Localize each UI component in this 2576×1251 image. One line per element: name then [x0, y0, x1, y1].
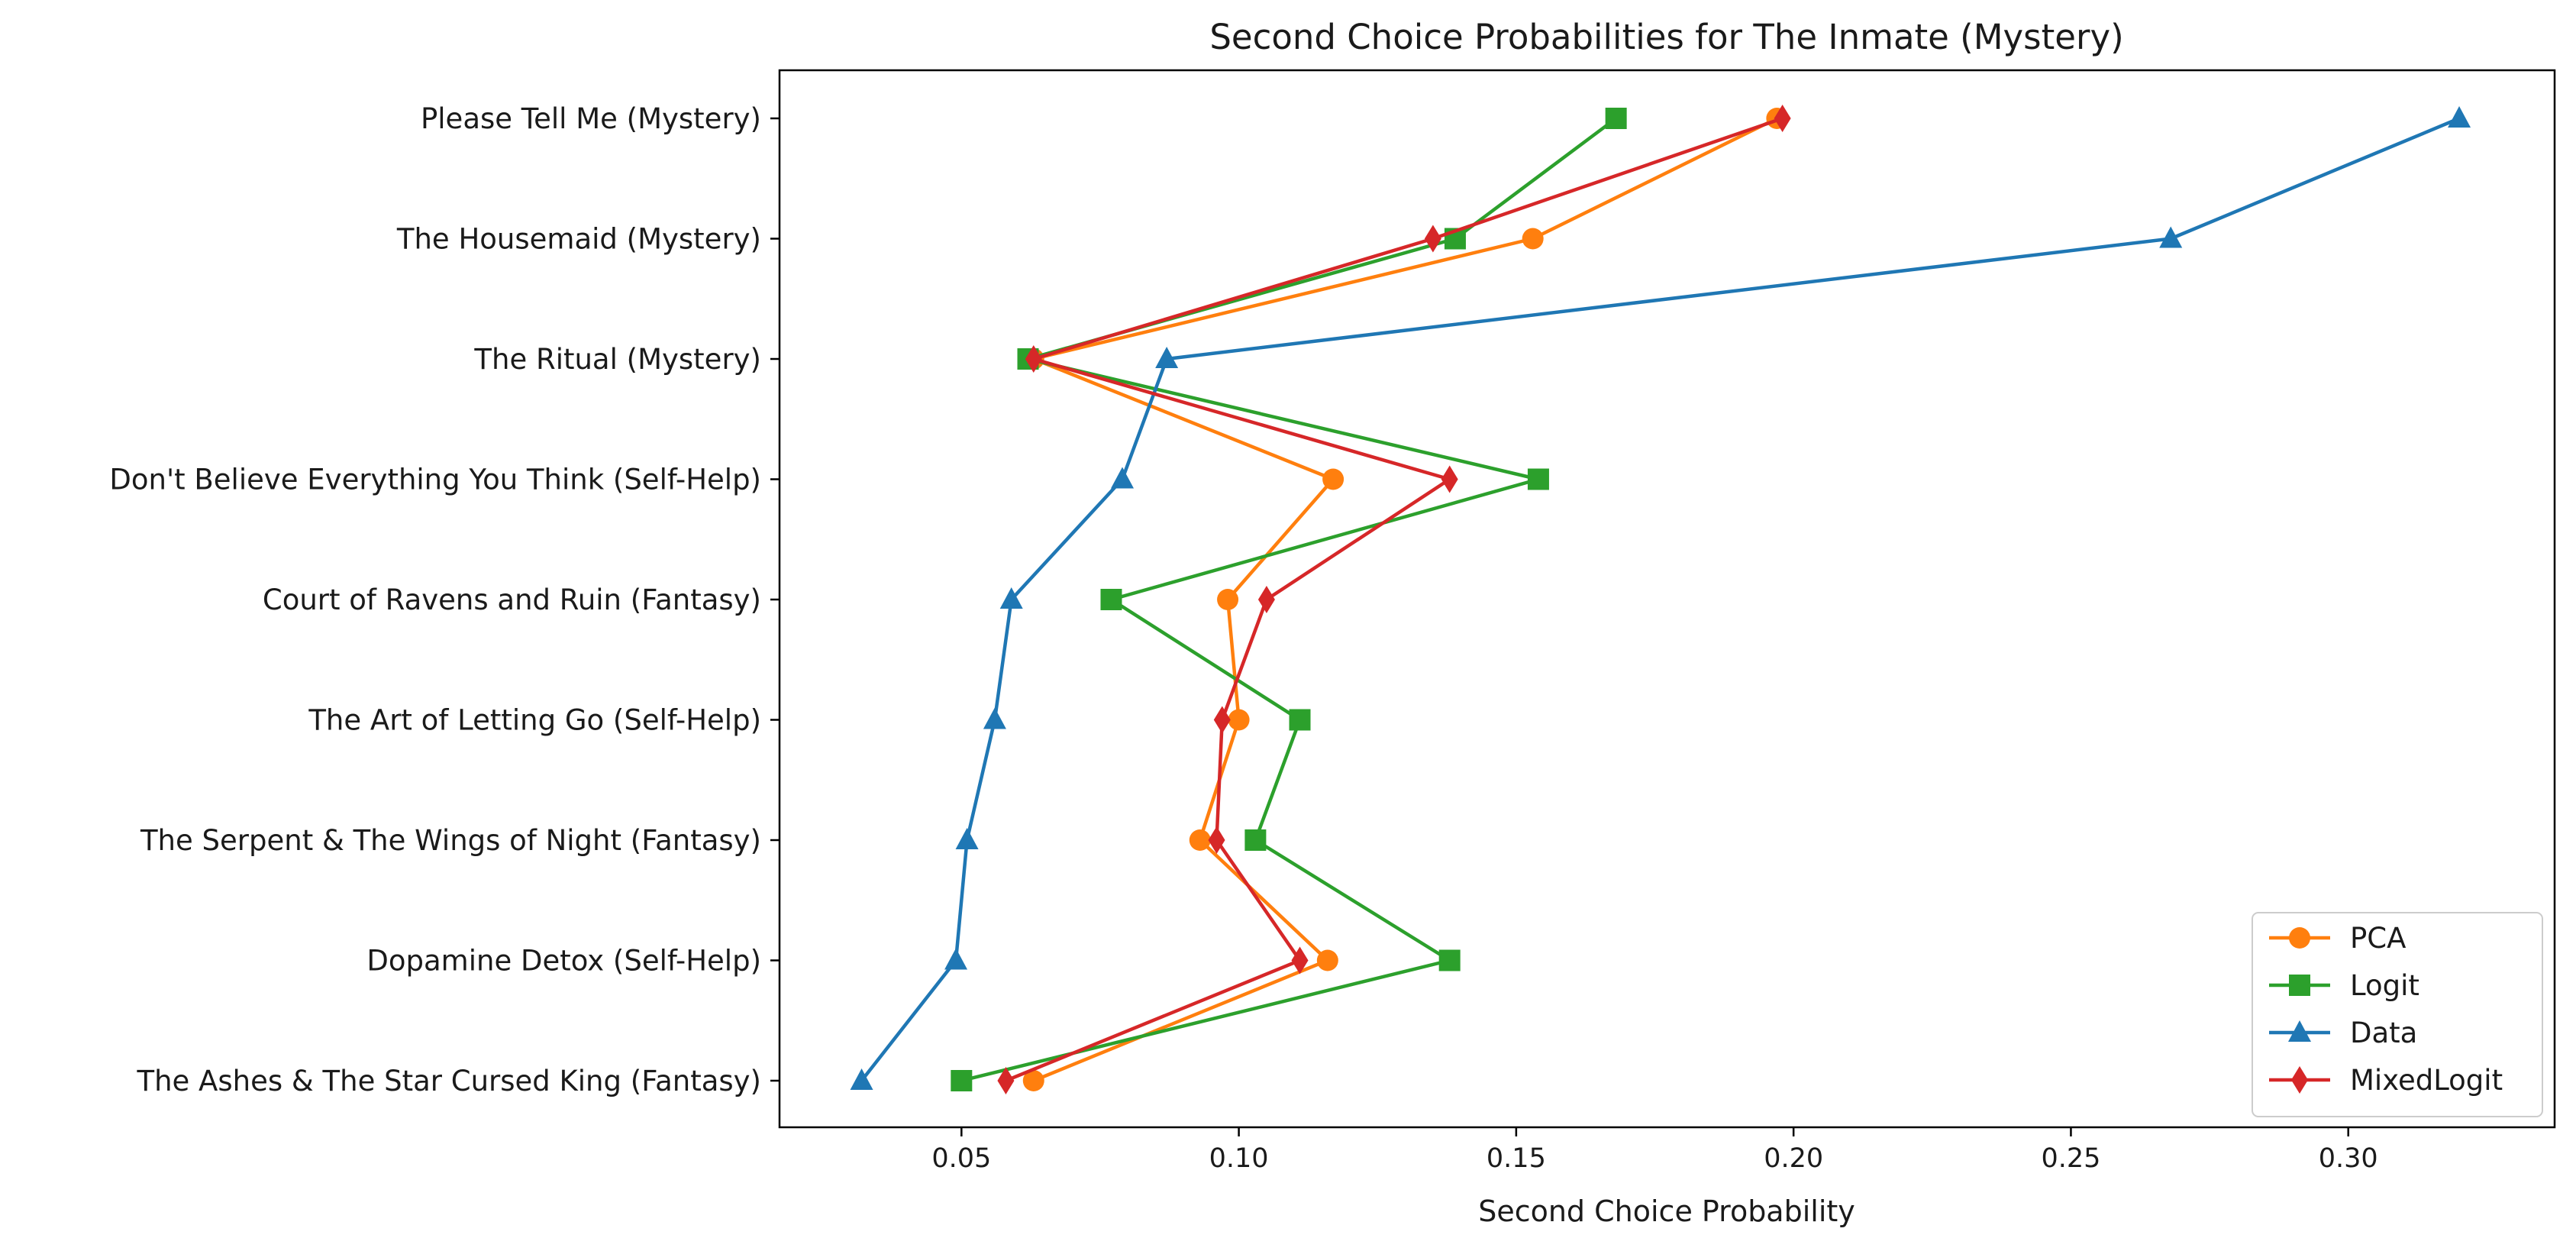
data-point — [1213, 706, 1231, 734]
data-point — [1438, 949, 1461, 971]
y-tick-label: Please Tell Me (Mystery) — [421, 102, 761, 135]
y-tick-label: Dopamine Detox (Self-Help) — [366, 945, 761, 978]
legend-marker — [2288, 1020, 2311, 1042]
data-point — [1111, 467, 1135, 489]
legend-label: PCA — [2350, 922, 2406, 955]
data-point — [1774, 105, 1791, 132]
series-mixedlogit — [997, 105, 1791, 1094]
y-tick-label: The Ashes & The Star Cursed King (Fantas… — [136, 1065, 761, 1097]
data-point — [1189, 829, 1211, 851]
data-point — [1527, 468, 1549, 490]
legend-label: Logit — [2350, 969, 2419, 1002]
y-axis-ticks: Please Tell Me (Mystery) The Housemaid (M… — [109, 102, 780, 1097]
data-point — [1244, 829, 1267, 851]
data-point — [1289, 709, 1311, 731]
data-point — [983, 707, 1006, 729]
legend-marker — [2291, 1066, 2308, 1094]
data-point — [2159, 226, 2183, 248]
y-tick-label: The Ritual (Mystery) — [473, 343, 761, 376]
legend-label: Data — [2350, 1017, 2417, 1049]
data-point — [1441, 465, 1458, 493]
x-axis-label: Second Choice Probability — [1478, 1194, 1855, 1228]
legend-label: MixedLogit — [2350, 1064, 2503, 1097]
series-line — [1005, 116, 1784, 1083]
x-tick-label: 0.25 — [2041, 1143, 2100, 1174]
data-point — [1291, 946, 1309, 975]
data-point — [1322, 468, 1344, 490]
data-point — [1522, 228, 1544, 250]
y-tick-label: Don't Believe Everything You Think (Self… — [109, 464, 761, 496]
x-axis-ticks: 0.05 0.10 0.15 0.20 0.25 0.30 — [931, 1127, 2378, 1174]
legend-marker — [2289, 975, 2310, 996]
data-point — [1605, 108, 1627, 129]
series-data — [850, 106, 2471, 1090]
data-point — [944, 948, 968, 970]
data-point — [999, 587, 1023, 609]
data-point — [1316, 949, 1338, 971]
plot-elements — [850, 105, 2471, 1094]
series-line — [960, 117, 1618, 1083]
series-pca — [1022, 108, 1788, 1091]
legend-item: Logit — [2269, 969, 2419, 1002]
data-point — [1228, 709, 1250, 731]
data-point — [1217, 589, 1239, 610]
y-tick-label: Court of Ravens and Ruin (Fantasy) — [263, 583, 761, 616]
y-tick-label: The Serpent & The Wings of Night (Fantas… — [140, 824, 761, 857]
legend: PCA Logit Data MixedLogit — [2252, 912, 2543, 1117]
data-point — [1208, 826, 1225, 854]
data-point — [850, 1068, 873, 1090]
x-tick-label: 0.20 — [1764, 1143, 1823, 1174]
series-line — [1031, 116, 1778, 1083]
chart-title: Second Choice Probabilities for The Inma… — [1209, 17, 2123, 57]
x-tick-label: 0.30 — [2319, 1143, 2378, 1174]
data-point — [1155, 347, 1179, 368]
legend-item: MixedLogit — [2269, 1064, 2503, 1097]
legend-box — [2252, 912, 2543, 1117]
data-point — [1022, 1070, 1044, 1091]
data-point — [955, 828, 979, 849]
data-point — [2448, 106, 2471, 128]
y-tick-label: The Housemaid (Mystery) — [396, 223, 761, 256]
legend-marker — [2289, 927, 2310, 949]
legend-item: PCA — [2269, 922, 2406, 955]
data-point — [997, 1067, 1015, 1094]
y-tick-label: The Art of Letting Go (Self-Help) — [308, 704, 761, 737]
x-tick-label: 0.15 — [1487, 1143, 1546, 1174]
legend-item: Data — [2269, 1017, 2417, 1049]
x-tick-label: 0.05 — [931, 1143, 991, 1174]
data-point — [1424, 225, 1441, 253]
data-point — [1100, 589, 1122, 610]
data-point — [1025, 345, 1042, 373]
data-point — [1257, 586, 1275, 613]
data-point — [951, 1070, 973, 1091]
x-tick-label: 0.10 — [1209, 1143, 1269, 1174]
